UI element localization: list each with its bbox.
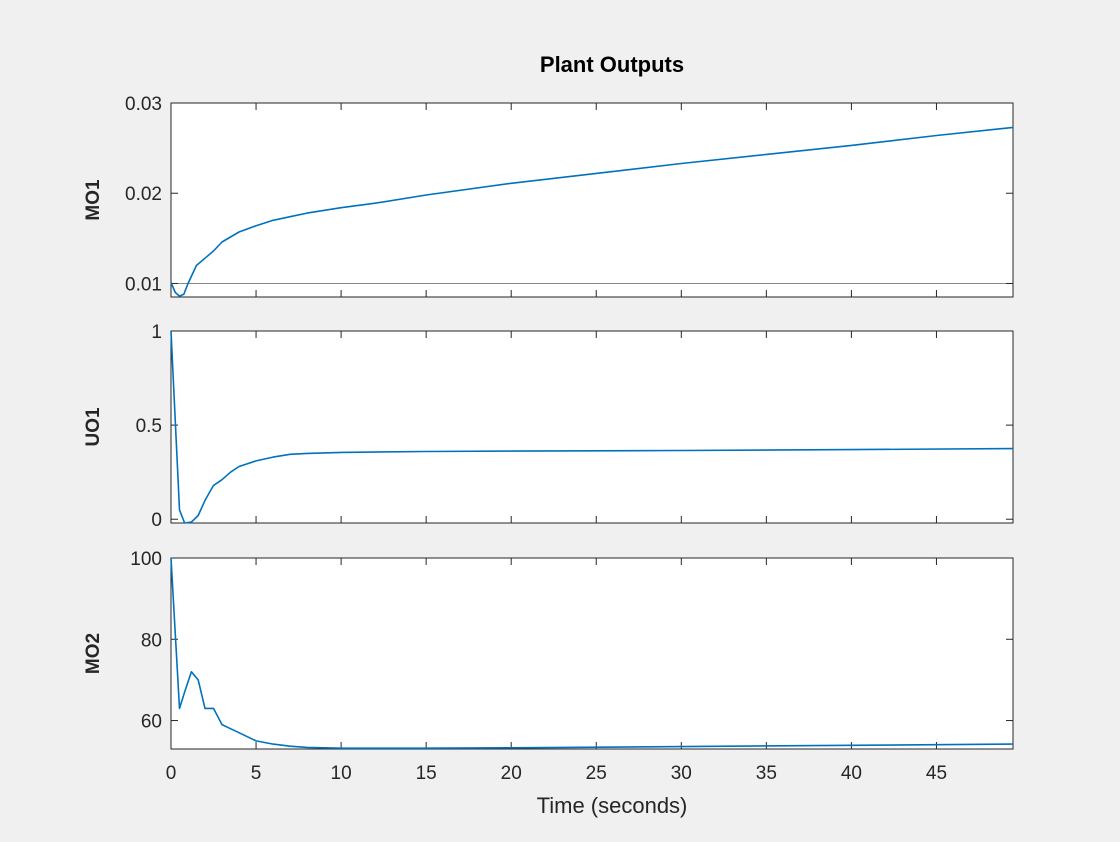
subplot-3: 0 5 10 15 20 25 30 35 40 45 60 80 100 MO2: [83, 549, 1014, 784]
y-tick-label: 0.5: [136, 416, 162, 437]
x-tick-label: 45: [926, 763, 947, 784]
axes-box: [170, 102, 1014, 298]
x-tick-label: 0: [166, 763, 177, 784]
y-axis-label: MO1: [83, 179, 104, 221]
x-tick-label: 10: [331, 763, 352, 784]
x-tick-label: 30: [671, 763, 692, 784]
x-tick-label: 35: [756, 763, 777, 784]
y-tick-label: 0.02: [125, 184, 162, 205]
y-tick-label: 1: [151, 322, 162, 343]
x-axis-label: Time (seconds): [537, 793, 688, 818]
y-tick-label: 0: [151, 510, 162, 531]
y-axis-label: UO1: [83, 407, 104, 447]
y-tick-label: 0.01: [125, 274, 162, 295]
y-tick-label: 100: [130, 549, 162, 570]
x-tick-label: 15: [416, 763, 437, 784]
axes-box: [170, 330, 1014, 524]
series-line-1: [170, 126, 1014, 297]
x-tick-label: 40: [841, 763, 862, 784]
y-tick-label: 0.03: [125, 94, 162, 115]
subplot-1: 0.01 0.02 0.03 MO1: [83, 94, 1014, 298]
series-line-3: [170, 557, 1014, 750]
y-tick-label: 80: [141, 630, 162, 651]
subplots: 0.01 0.02 0.03 MO1 0 0.5 1 UO1 0 5 10 15 20 25 30 35 40 4…: [83, 94, 1014, 784]
y-tick-label: 60: [141, 712, 162, 733]
subplot-2: 0 0.5 1 UO1: [83, 322, 1014, 531]
series-line-2: [170, 330, 1014, 524]
axes-box: [170, 557, 1014, 750]
x-tick-label: 25: [586, 763, 607, 784]
x-tick-label: 5: [251, 763, 262, 784]
figure-title: Plant Outputs: [540, 52, 684, 77]
y-axis-label: MO2: [83, 633, 104, 674]
x-tick-label: 20: [501, 763, 522, 784]
